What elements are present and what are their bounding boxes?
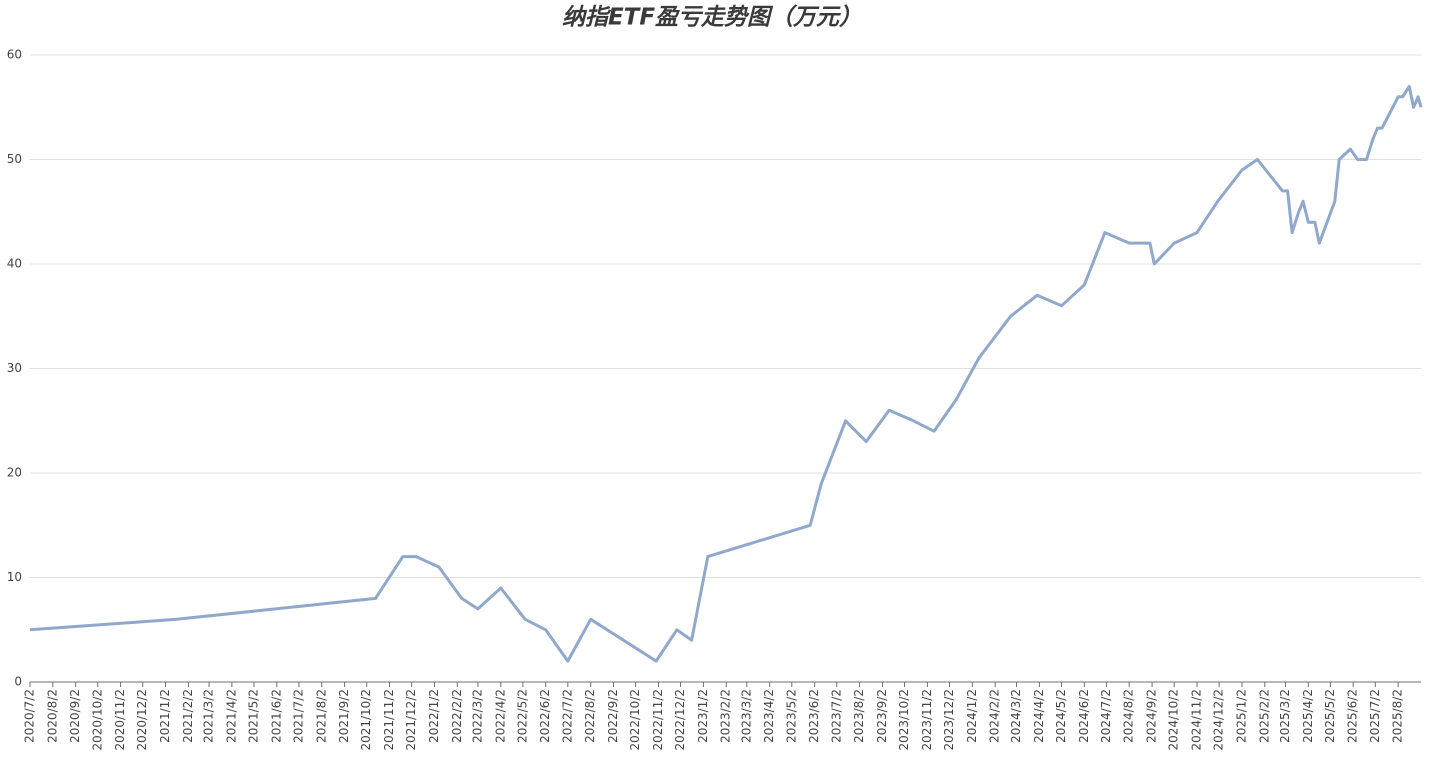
x-tick-label: 2020/8/2 — [45, 689, 59, 743]
x-tick-label: 2020/11/2 — [113, 689, 127, 751]
x-tick-label: 2024/7/2 — [1099, 689, 1113, 743]
x-tick-label: 2023/4/2 — [762, 689, 776, 743]
y-tick-label: 40 — [7, 257, 22, 271]
y-tick-label: 60 — [7, 48, 22, 62]
x-tick-label: 2021/5/2 — [246, 689, 260, 743]
x-tick-label: 2022/5/2 — [515, 689, 529, 743]
x-tick-label: 2023/9/2 — [875, 689, 889, 743]
x-tick-label: 2025/2/2 — [1257, 689, 1271, 743]
x-tick-label: 2020/7/2 — [23, 689, 37, 743]
x-tick-label: 2024/8/2 — [1122, 689, 1136, 743]
x-tick-label: 2025/5/2 — [1323, 689, 1337, 743]
x-tick-label: 2022/1/2 — [427, 689, 441, 743]
x-tick-label: 2025/4/2 — [1301, 689, 1315, 743]
x-tick-label: 2025/7/2 — [1368, 689, 1382, 743]
y-tick-label: 10 — [7, 570, 22, 584]
x-tick-label: 2023/12/2 — [942, 689, 956, 751]
x-tick-label: 2020/12/2 — [135, 689, 149, 751]
x-tick-label: 2021/1/2 — [158, 689, 172, 743]
x-tick-label: 2020/9/2 — [68, 689, 82, 743]
x-tick-label: 2024/2/2 — [988, 689, 1002, 743]
x-tick-label: 2022/9/2 — [606, 689, 620, 743]
x-tick-label: 2024/1/2 — [965, 689, 979, 743]
x-tick-label: 2023/7/2 — [829, 689, 843, 743]
x-tick-label: 2022/3/2 — [470, 689, 484, 743]
x-tick-label: 2021/6/2 — [269, 689, 283, 743]
x-tick-label: 2022/4/2 — [493, 689, 507, 743]
x-tick-label: 2024/11/2 — [1190, 689, 1204, 751]
x-tick-label: 2021/4/2 — [224, 689, 238, 743]
x-tick-label: 2025/1/2 — [1234, 689, 1248, 743]
x-tick-label: 2023/3/2 — [739, 689, 753, 743]
x-tick-label: 2023/1/2 — [696, 689, 710, 743]
x-tick-label: 2021/7/2 — [291, 689, 305, 743]
x-tick-label: 2021/12/2 — [404, 689, 418, 751]
x-tick-label: 2023/11/2 — [920, 689, 934, 751]
y-tick-label: 0 — [14, 675, 22, 689]
x-tick-label: 2024/9/2 — [1145, 689, 1159, 743]
y-tick-label: 50 — [7, 152, 22, 166]
x-tick-label: 2022/8/2 — [583, 689, 597, 743]
x-tick-label: 2024/10/2 — [1167, 689, 1181, 751]
x-tick-label: 2022/2/2 — [450, 689, 464, 743]
x-tick-label: 2023/5/2 — [784, 689, 798, 743]
x-tick-label: 2022/10/2 — [628, 689, 642, 751]
x-tick-label: 2021/11/2 — [382, 689, 396, 751]
x-tick-label: 2024/5/2 — [1054, 689, 1068, 743]
x-tick-label: 2022/7/2 — [560, 689, 574, 743]
x-tick-label: 2021/9/2 — [337, 689, 351, 743]
x-tick-label: 2021/8/2 — [314, 689, 328, 743]
x-tick-label: 2022/11/2 — [651, 689, 665, 751]
chart-title: 纳指ETF盈亏走势图（万元） — [562, 4, 862, 31]
x-tick-label: 2021/10/2 — [359, 689, 373, 751]
x-tick-label: 2021/3/2 — [202, 689, 216, 743]
data-line — [29, 84, 1423, 663]
x-tick-label: 2025/8/2 — [1391, 689, 1405, 743]
y-tick-label: 30 — [7, 361, 22, 375]
x-tick-label: 2021/2/2 — [181, 689, 195, 743]
x-tick-label: 2025/6/2 — [1346, 689, 1360, 743]
x-tick-label: 2023/8/2 — [852, 689, 866, 743]
x-tick-label: 2023/6/2 — [807, 689, 821, 743]
x-tick-label: 2022/12/2 — [673, 689, 687, 751]
y-tick-label: 20 — [7, 466, 22, 480]
x-tick-label: 2024/4/2 — [1032, 689, 1046, 743]
x-tick-label: 2022/6/2 — [538, 689, 552, 743]
x-tick-label: 2024/12/2 — [1212, 689, 1226, 751]
x-tick-label: 2020/10/2 — [90, 689, 104, 751]
x-tick-label: 2023/2/2 — [719, 689, 733, 743]
x-tick-label: 2024/3/2 — [1009, 689, 1023, 743]
x-tick-label: 2024/6/2 — [1077, 689, 1091, 743]
x-tick-label: 2023/10/2 — [897, 689, 911, 751]
x-tick-label: 2025/3/2 — [1278, 689, 1292, 743]
